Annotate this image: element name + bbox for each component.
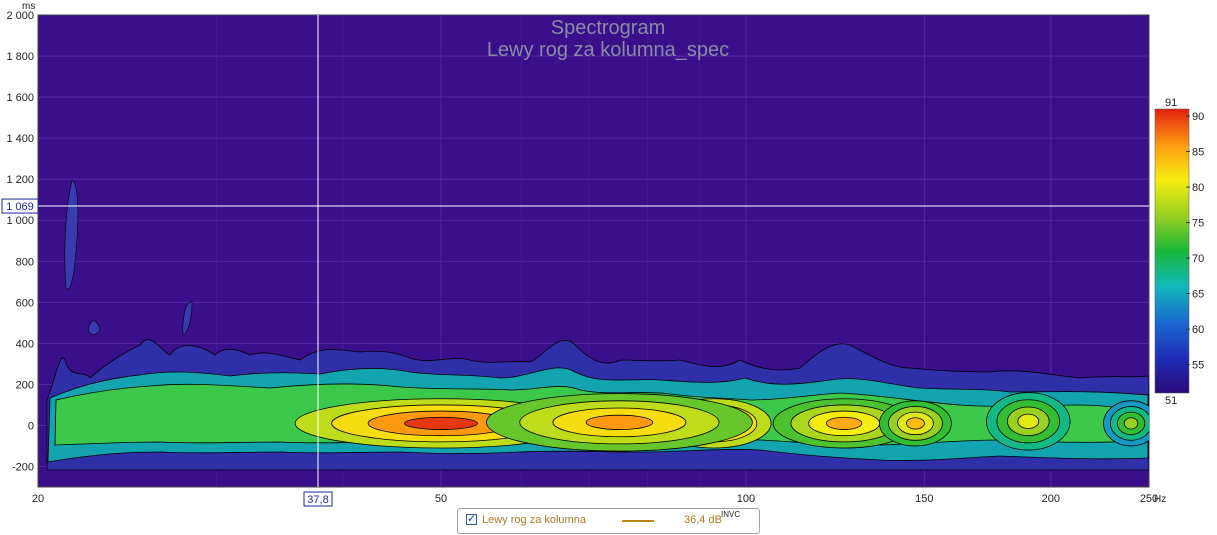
peak-contour (586, 415, 652, 429)
colorbar-tick-label: 80 (1192, 182, 1204, 194)
y-tick-label: 1 800 (6, 51, 34, 63)
colorbar: 91 51 55 60 65 70 75 80 85 90 (1155, 97, 1204, 407)
y-tick-label: 600 (16, 297, 34, 309)
x-tick-label: 150 (915, 493, 933, 505)
spectrogram-peaks (295, 393, 1158, 451)
y-tick-label: 1 600 (6, 92, 34, 104)
x-tick-label: 20 (32, 493, 44, 505)
cursor-y-readout: 1 069 (6, 201, 34, 213)
chart-title: Spectrogram (551, 17, 666, 39)
legend-line-swatch (622, 520, 654, 522)
colorbar-tick-label: 75 (1192, 218, 1204, 230)
chart-subtitle: Lewy rog za kolumna_spec (487, 39, 729, 61)
colorbar-max-label: 91 (1165, 97, 1177, 109)
legend-checkbox[interactable] (466, 514, 477, 525)
colorbar-tick-label: 65 (1192, 289, 1204, 301)
colorbar-tick-label: 55 (1192, 360, 1204, 372)
y-tick-label: 1 400 (6, 133, 34, 145)
colorbar-tick-label: 60 (1192, 324, 1204, 336)
y-tick-label: -200 (12, 461, 34, 473)
y-tick-label: 200 (16, 379, 34, 391)
y-tick-label: 400 (16, 338, 34, 350)
colorbar-min-label: 51 (1165, 395, 1177, 407)
x-tick-label: 200 (1042, 493, 1060, 505)
colorbar-tick-label: 85 (1192, 147, 1204, 159)
legend-series-suffix: INVC (721, 510, 740, 519)
y-axis-unit: ms (22, 1, 35, 12)
x-tick-label: 50 (435, 493, 447, 505)
peak-contour (906, 418, 924, 429)
x-axis-unit: Hz (1154, 494, 1166, 505)
peak-contour (405, 417, 478, 429)
colorbar-tick-label: 90 (1192, 111, 1204, 123)
x-tick-label: 100 (737, 493, 755, 505)
peak-contour (1124, 418, 1138, 429)
colorbar-tick-label: 70 (1192, 253, 1204, 265)
y-axis: -200 0 200 400 600 800 1 000 1 200 1 400 1 600 1 8… (6, 10, 34, 473)
legend-series-name: Lewy rog za kolumna (482, 514, 586, 526)
legend-series-value: 36,4 dB (684, 514, 722, 526)
cursor-x-readout: 37,8 (307, 494, 328, 506)
y-tick-label: 800 (16, 256, 34, 268)
x-axis: 20 50 100 150 200 250 (32, 493, 1158, 505)
legend: Lewy rog za kolumna 36,4 dB INVC (457, 508, 760, 534)
peak-contour (1018, 414, 1039, 428)
y-tick-label: 1 000 (6, 215, 34, 227)
colorbar-scale (1155, 109, 1189, 393)
y-tick-label: 0 (28, 420, 34, 432)
y-tick-label: 1 200 (6, 174, 34, 186)
peak-contour (826, 417, 861, 429)
